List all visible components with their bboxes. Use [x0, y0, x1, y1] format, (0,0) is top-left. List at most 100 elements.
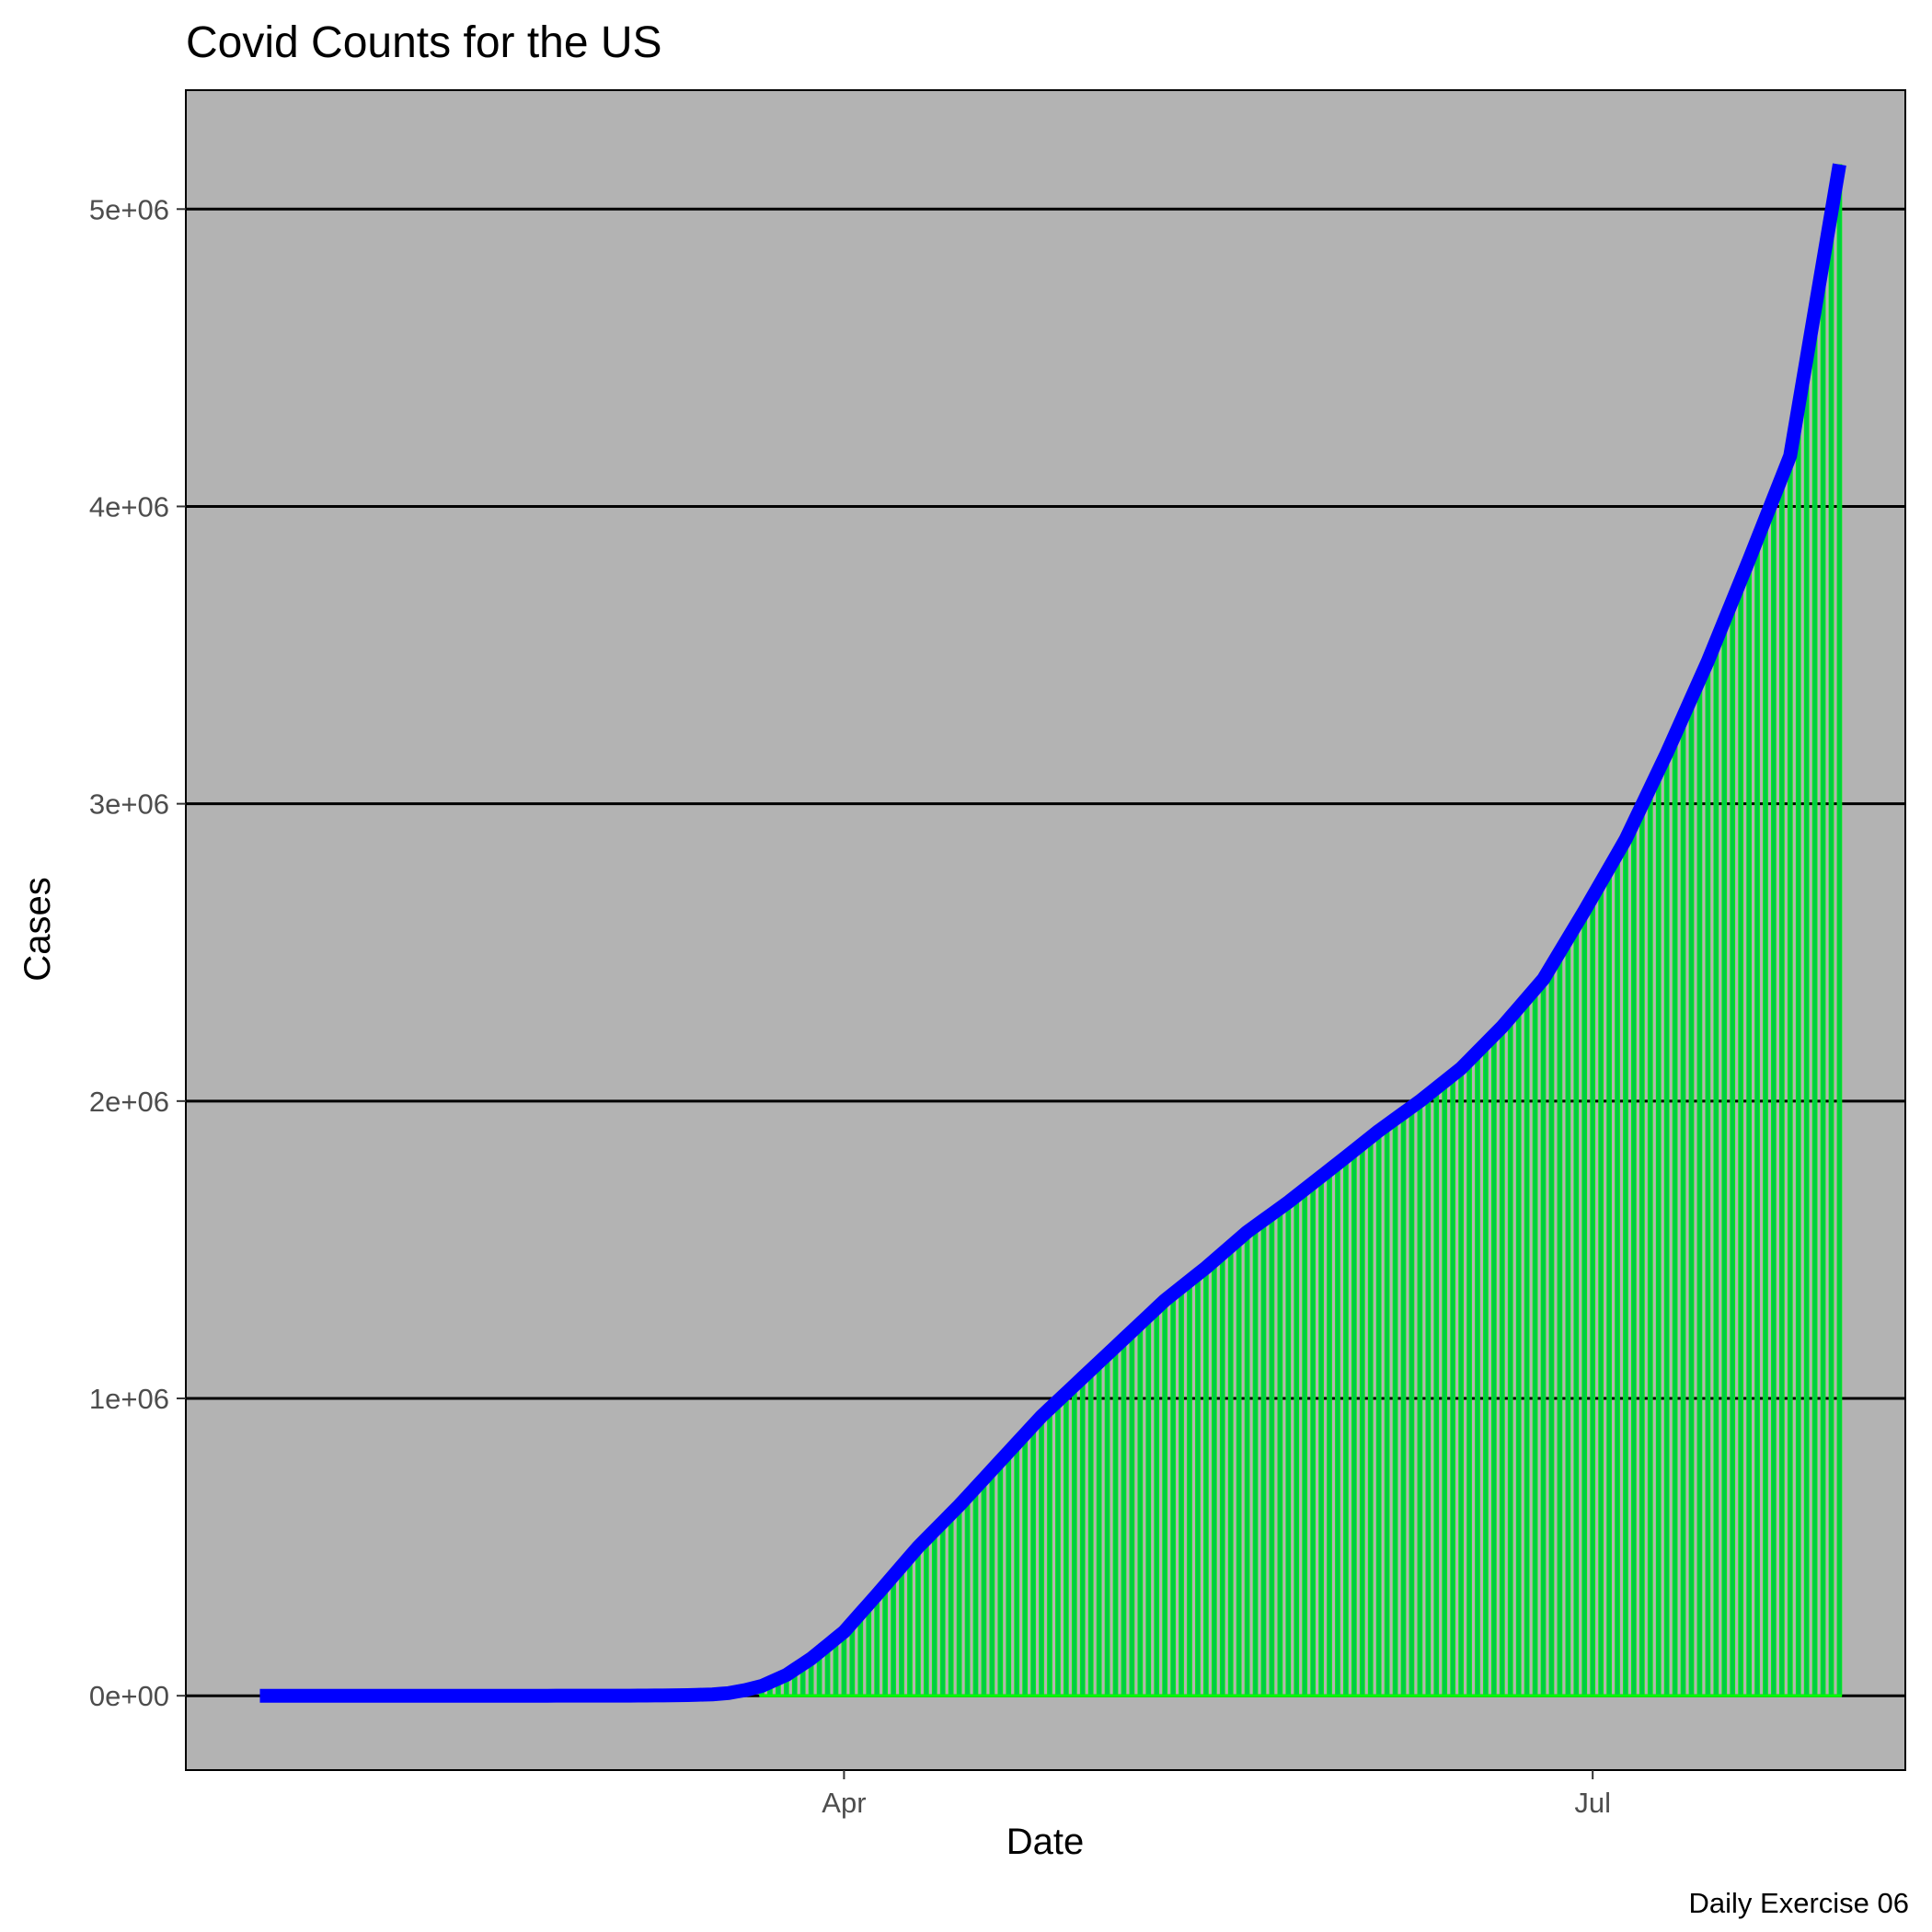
x-axis-ticks: Apr Jul	[822, 1770, 1611, 1819]
bar-62	[1269, 1213, 1275, 1696]
bar-130	[1828, 213, 1834, 1696]
x-axis-title: Date	[1006, 1822, 1085, 1862]
y-tick-label-2: 2e+06	[89, 1086, 169, 1118]
bar-12	[857, 1613, 864, 1696]
bar-107	[1639, 804, 1645, 1696]
bar-74	[1367, 1136, 1374, 1696]
bar-80	[1417, 1100, 1423, 1696]
bar-112	[1680, 716, 1686, 1696]
bar-96	[1548, 965, 1555, 1696]
bar-54	[1203, 1267, 1209, 1696]
y-tick-label-3: 3e+06	[89, 788, 169, 821]
bar-29	[997, 1460, 1004, 1696]
bar-42	[1104, 1353, 1110, 1696]
bar-32	[1022, 1433, 1028, 1696]
bar-38	[1071, 1385, 1077, 1696]
bar-46	[1137, 1323, 1144, 1696]
bar-87	[1475, 1051, 1480, 1696]
bar-93	[1524, 997, 1530, 1696]
plot-panel-background	[186, 90, 1905, 1770]
bar-89	[1491, 1034, 1497, 1696]
bar-51	[1179, 1286, 1184, 1696]
bar-22	[939, 1522, 946, 1696]
bar-63	[1277, 1207, 1283, 1696]
bar-69	[1327, 1169, 1332, 1696]
bar-75	[1375, 1130, 1382, 1696]
bar-64	[1285, 1202, 1292, 1696]
bar-91	[1507, 1017, 1513, 1696]
bar-23	[948, 1513, 954, 1696]
bar-17	[899, 1565, 904, 1696]
y-tick-label-0: 0e+00	[89, 1680, 169, 1712]
bar-21	[931, 1530, 937, 1696]
bar-118	[1730, 600, 1736, 1696]
bar-79	[1409, 1106, 1415, 1696]
bar-52	[1187, 1280, 1192, 1696]
bar-49	[1162, 1300, 1168, 1696]
y-axis-title: Cases	[17, 877, 58, 981]
bar-34	[1039, 1416, 1044, 1696]
bar-41	[1096, 1362, 1102, 1696]
bar-18	[907, 1556, 913, 1696]
bar-77	[1392, 1118, 1398, 1696]
bar-60	[1252, 1225, 1259, 1696]
bar-90	[1499, 1026, 1505, 1696]
bar-116	[1713, 640, 1719, 1696]
bar-71	[1343, 1156, 1349, 1696]
x-tick-label-1: Jul	[1574, 1787, 1611, 1819]
bar-45	[1129, 1330, 1135, 1696]
bar-110	[1663, 753, 1670, 1696]
bar-24	[956, 1505, 962, 1696]
bar-95	[1540, 978, 1547, 1696]
bar-124	[1779, 476, 1785, 1696]
bar-33	[1030, 1424, 1036, 1696]
bar-103	[1606, 868, 1612, 1696]
bar-47	[1145, 1315, 1152, 1696]
plot-panel-border	[185, 89, 1906, 1771]
chart-caption: Daily Exercise 06	[1689, 1887, 1909, 1919]
bar-129	[1820, 261, 1826, 1696]
bar-85	[1458, 1067, 1464, 1696]
bar-121	[1754, 538, 1760, 1696]
bar-56	[1219, 1252, 1225, 1696]
bar-20	[923, 1538, 929, 1696]
bar-83	[1442, 1081, 1448, 1696]
bar-28	[989, 1469, 995, 1696]
bar-78	[1400, 1112, 1407, 1696]
bar-125	[1787, 455, 1793, 1696]
bar-111	[1672, 734, 1678, 1696]
bar-86	[1466, 1059, 1472, 1696]
bar-61	[1260, 1219, 1267, 1696]
bar-109	[1655, 770, 1662, 1696]
bar-106	[1631, 822, 1637, 1696]
bar-128	[1811, 309, 1818, 1696]
bar-108	[1647, 787, 1653, 1696]
bar-31	[1014, 1443, 1020, 1696]
x-tick-label-0: Apr	[822, 1787, 866, 1819]
bar-123	[1771, 497, 1777, 1696]
bar-81	[1425, 1094, 1432, 1696]
bar-122	[1763, 518, 1768, 1696]
bar-97	[1557, 951, 1563, 1696]
bar-99	[1573, 924, 1580, 1696]
bar-65	[1294, 1195, 1300, 1696]
bar-92	[1515, 1007, 1522, 1696]
bar-120	[1746, 559, 1752, 1696]
bar-70	[1335, 1163, 1340, 1696]
bar-36	[1055, 1400, 1061, 1696]
y-tick-label-4: 4e+06	[89, 490, 169, 523]
bar-88	[1483, 1042, 1489, 1696]
bar-94	[1532, 988, 1538, 1696]
bar-30	[1006, 1451, 1012, 1696]
bar-48	[1154, 1307, 1160, 1696]
bar-73	[1359, 1144, 1365, 1696]
bar-25	[964, 1496, 971, 1696]
bar-43	[1112, 1346, 1119, 1696]
bar-15	[882, 1584, 888, 1696]
bar-119	[1738, 580, 1744, 1696]
bar-58	[1236, 1238, 1242, 1696]
y-axis-ticks: 0e+00 1e+06 2e+06 3e+06 4e+06 5e+06	[89, 193, 186, 1712]
bar-66	[1302, 1189, 1308, 1696]
bar-35	[1047, 1408, 1052, 1696]
